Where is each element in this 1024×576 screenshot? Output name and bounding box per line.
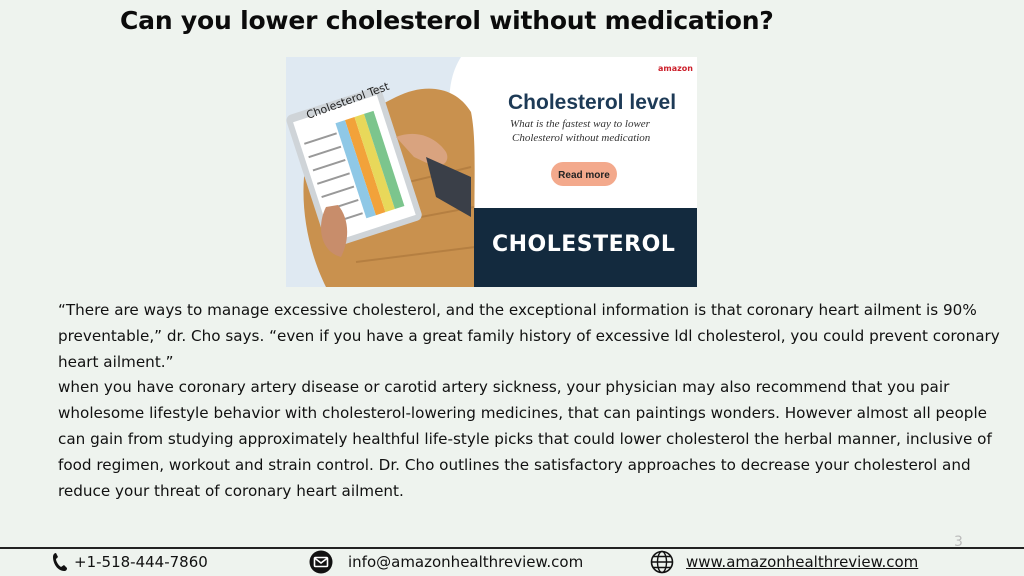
clipboard-icon xyxy=(286,87,422,249)
website-link[interactable]: www.amazonhealthreview.com xyxy=(686,553,919,571)
globe-icon xyxy=(650,550,674,574)
email-icon xyxy=(309,550,333,574)
phone-icon xyxy=(53,553,67,571)
footer-website[interactable]: www.amazonhealthreview.com xyxy=(650,550,918,574)
cholesterol-banner-image[interactable]: Cholesterol Test amazon Cholesterol leve… xyxy=(286,57,697,287)
banner-subtitle-1: What is the fastest way to lower xyxy=(510,118,651,130)
body-text: “There are ways to manage excessive chol… xyxy=(58,298,1013,504)
hand-shape xyxy=(396,133,448,167)
email-address: info@amazonhealthreview.com xyxy=(348,553,584,571)
navy-band xyxy=(474,208,697,287)
footer-divider xyxy=(0,547,1024,549)
page-title: Can you lower cholesterol without medica… xyxy=(120,6,774,35)
phone-number: +1-518-444-7860 xyxy=(74,553,208,571)
page-number: 3 xyxy=(954,534,963,550)
footer-email[interactable]: info@amazonhealthreview.com xyxy=(308,550,583,574)
banner-subtitle-2: Cholesterol without medication xyxy=(512,132,651,144)
footer-phone[interactable]: +1-518-444-7860 xyxy=(52,550,208,574)
paragraph-advice: when you have coronary artery disease or… xyxy=(58,378,992,500)
banner-headline: Cholesterol level xyxy=(508,91,676,114)
read-more-button[interactable] xyxy=(551,162,617,186)
read-more-label: Read more xyxy=(558,170,610,181)
brand-logo: amazon xyxy=(658,64,693,73)
banner-footer-word: CHOLESTEROL xyxy=(492,232,675,257)
paragraph-quote: “There are ways to manage excessive chol… xyxy=(58,301,1000,371)
